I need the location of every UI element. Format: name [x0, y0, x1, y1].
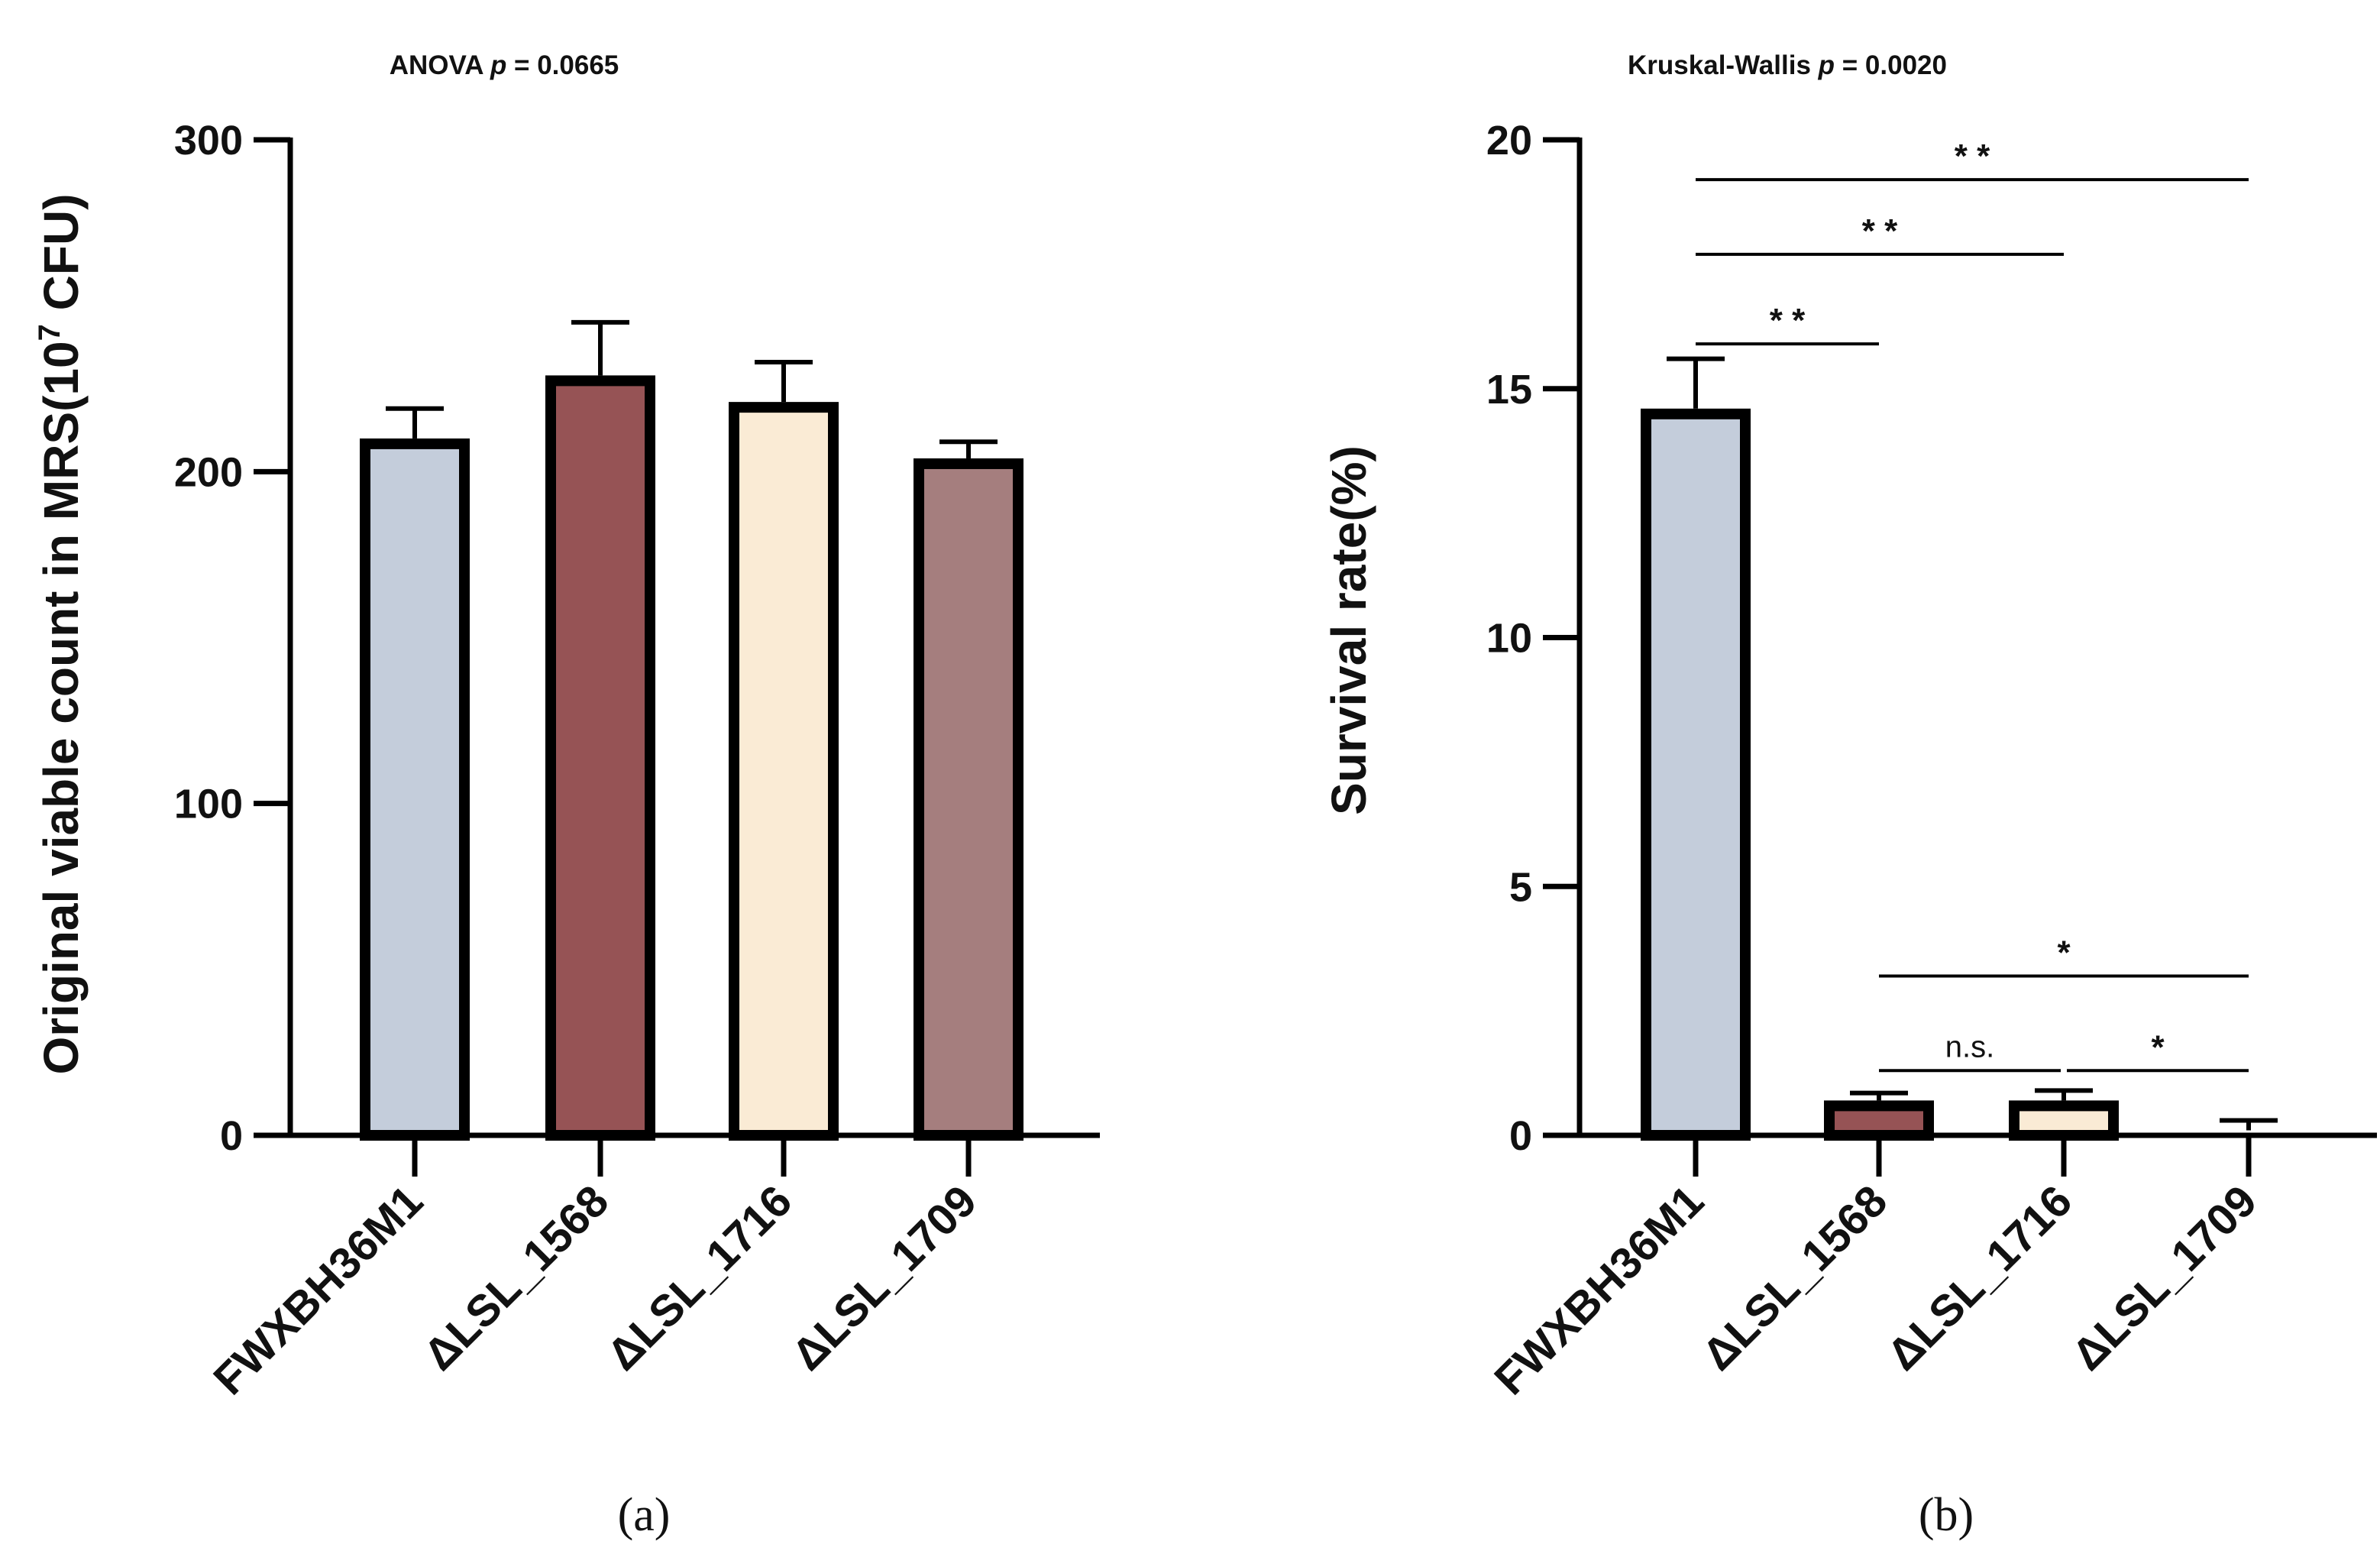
x-tick-label: ΔLSL_1716: [597, 1176, 801, 1380]
panel-a-stat-title: ANOVA p = 0.0665: [390, 50, 619, 80]
bar-2: [545, 375, 655, 1141]
panel-b-bars: [1641, 356, 2278, 1141]
panel-a-label: (a): [618, 1489, 671, 1541]
y-tick-label: 100: [174, 782, 243, 827]
x-tick-label: ΔLSL_1709: [2062, 1176, 2266, 1380]
x-tick-label: ΔLSL_1568: [414, 1176, 618, 1380]
y-tick-label: 200: [174, 449, 243, 495]
bar-4: [914, 458, 1023, 1141]
y-tick-label: 0: [1509, 1113, 1532, 1159]
y-tick-label: 15: [1486, 367, 1532, 413]
y-tick-label: 10: [1486, 616, 1532, 662]
significance-label-6: *: [2151, 1028, 2165, 1066]
x-tick-label: ΔLSL_1716: [1877, 1176, 2081, 1380]
significance-label-5: n.s.: [1945, 1030, 1994, 1064]
significance-label-1: * *: [1955, 138, 1990, 175]
significance-label-2: * *: [1862, 212, 1898, 250]
bar-1: [1641, 408, 1751, 1141]
y-tick-label: 0: [220, 1113, 243, 1159]
bar-3: [2009, 1100, 2119, 1141]
panel-a-bars: [360, 319, 1023, 1141]
panel-b-stat-title: Kruskal-Wallis p = 0.0020: [1628, 50, 1947, 80]
x-tick-label: FWXBH36M1: [1485, 1176, 1713, 1404]
significance-label-3: * *: [1770, 302, 1806, 339]
bar-1: [360, 438, 470, 1141]
panel-b-chart: Kruskal-Wallis p = 0.0020 Survival rate(…: [1321, 50, 2377, 1541]
panel-b-significance: * * * * * * * n.s. *: [1696, 138, 2249, 1073]
y-tick-label: 5: [1509, 864, 1532, 910]
bar-2: [1824, 1100, 1934, 1141]
y-tick-label: 300: [174, 118, 243, 163]
panel-a-chart: ANOVA p = 0.0665 Original viable count i…: [33, 50, 1100, 1541]
x-tick-label: ΔLSL_1709: [782, 1176, 986, 1380]
x-tick-label: FWXBH36M1: [204, 1176, 432, 1404]
y-tick-label: 20: [1486, 118, 1532, 163]
bar-3: [729, 402, 839, 1141]
significance-label-4: *: [2057, 934, 2071, 972]
panel-a-y-axis-label: Original viable count in MRS(107 CFU): [33, 193, 89, 1074]
panel-b-label: (b): [1919, 1489, 1974, 1541]
panel-b-y-axis-label: Survival rate(%): [1321, 445, 1376, 815]
panel-b-axes: 0 5 10 15 20 FWXBH36M1ΔLSL_1568ΔLSL_1716ΔLSL_…: [1485, 118, 2377, 1404]
x-tick-label: ΔLSL_1568: [1693, 1176, 1897, 1380]
